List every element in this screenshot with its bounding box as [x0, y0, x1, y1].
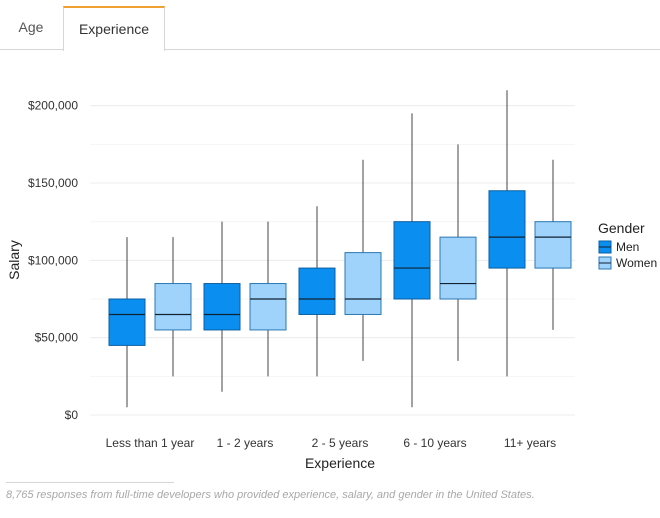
y-tick-label: $0: [65, 408, 79, 422]
y-tick-label: $200,000: [28, 99, 78, 113]
women-box: [154, 283, 192, 331]
men-box: [393, 221, 431, 300]
women-box: [344, 252, 382, 315]
tab-age[interactable]: Age: [18, 19, 44, 35]
women-box: [249, 283, 287, 331]
legend-label-women: Women: [616, 256, 657, 270]
legend-title: Gender: [598, 220, 645, 236]
footnote: 8,765 responses from full-time developer…: [6, 489, 535, 501]
x-tick-label: 1 - 2 years: [217, 436, 274, 450]
x-tick-label: Less than 1 year: [106, 436, 195, 450]
tab-experience[interactable]: Experience: [63, 6, 165, 51]
footnote-divider: [6, 482, 174, 483]
salary-by-experience-boxplot: $0 $50,000 $100,000 $150,000 $200,000 Less th…: [6, 90, 657, 471]
women-box: [439, 236, 477, 300]
x-tick-label: 2 - 5 years: [312, 436, 369, 450]
women-box: [534, 221, 572, 269]
legend-label-men: Men: [616, 240, 639, 254]
x-axis-title: Experience: [305, 455, 375, 471]
men-box: [488, 190, 526, 269]
men-box: [108, 298, 146, 346]
men-box: [298, 267, 336, 315]
y-axis-title: Salary: [6, 240, 22, 280]
chart-tabs: Age Experience: [0, 0, 660, 51]
y-tick-label: $100,000: [28, 253, 78, 267]
x-tick-label: 6 - 10 years: [403, 436, 466, 450]
men-box: [203, 283, 241, 331]
x-tick-label: 11+ years: [504, 436, 556, 450]
y-tick-label: $150,000: [28, 176, 78, 190]
y-tick-label: $50,000: [35, 331, 79, 345]
